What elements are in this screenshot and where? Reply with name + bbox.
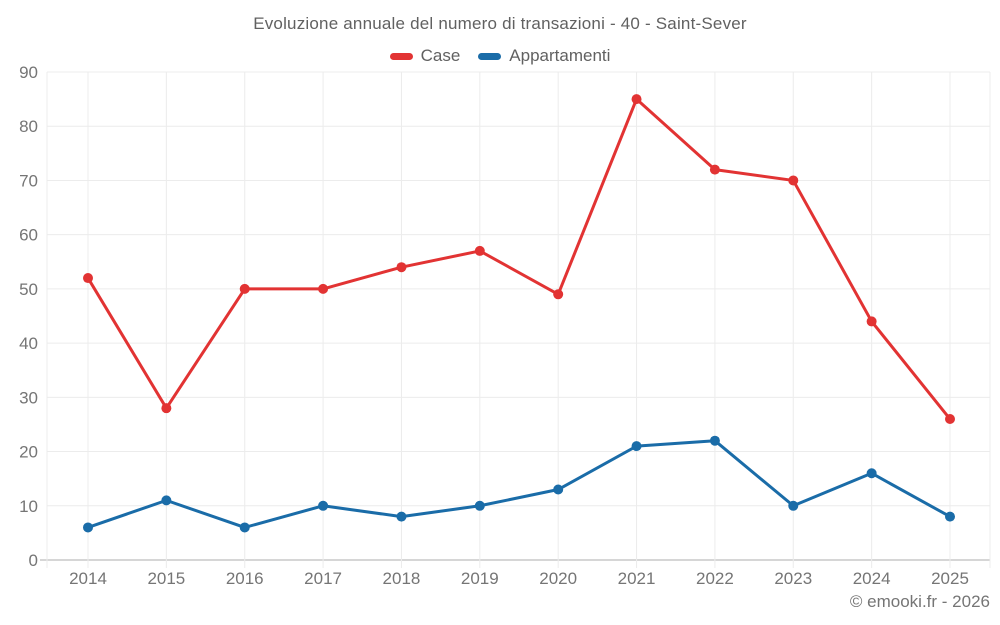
data-point-appartamenti[interactable]: [631, 441, 642, 452]
data-point-appartamenti[interactable]: [866, 468, 877, 479]
credit-text: © emooki.fr - 2026: [849, 592, 990, 611]
series-line-case: [86, 97, 952, 421]
data-point-appartamenti[interactable]: [318, 500, 329, 511]
data-point-appartamenti[interactable]: [396, 511, 407, 522]
legend-label: Appartamenti: [509, 46, 611, 65]
x-tick-label: 2021: [618, 569, 656, 588]
data-point-case[interactable]: [866, 316, 877, 327]
data-point-case[interactable]: [239, 283, 250, 294]
data-point-case[interactable]: [83, 273, 93, 284]
chart-title: Evoluzione annuale del numero di transaz…: [253, 14, 747, 33]
x-tick-label: 2020: [539, 569, 577, 588]
x-tick-label: 2023: [774, 569, 812, 588]
x-tick-label: 2025: [931, 569, 969, 588]
data-point-case[interactable]: [788, 175, 799, 186]
data-point-appartamenti[interactable]: [474, 500, 485, 511]
data-point-appartamenti[interactable]: [788, 500, 799, 511]
y-tick-label: 10: [19, 497, 38, 516]
x-tick-label: 2015: [147, 569, 185, 588]
y-tick-label: 40: [19, 334, 38, 353]
data-point-case[interactable]: [396, 262, 407, 273]
y-tick-label: 80: [19, 117, 38, 136]
y-tick-label: 30: [19, 388, 38, 407]
data-point-case[interactable]: [631, 94, 642, 105]
y-tick-label: 70: [19, 171, 38, 190]
legend-swatch-icon: [389, 52, 413, 60]
legend-label: Case: [420, 46, 461, 65]
x-tick-label: 2014: [69, 569, 107, 588]
legend-item-appartamenti[interactable]: Appartamenti: [478, 46, 610, 66]
data-point-case[interactable]: [945, 414, 955, 425]
data-point-appartamenti[interactable]: [161, 495, 172, 506]
data-point-case[interactable]: [553, 289, 564, 300]
x-tick-label: 2016: [226, 569, 264, 588]
y-tick-label: 90: [19, 63, 38, 82]
legend-item-case[interactable]: Case: [389, 46, 461, 66]
x-tick-label: 2019: [461, 569, 499, 588]
x-tick-label: 2017: [304, 569, 342, 588]
data-point-case[interactable]: [161, 403, 172, 414]
data-point-case[interactable]: [318, 283, 329, 294]
data-point-case[interactable]: [474, 245, 485, 256]
data-point-case[interactable]: [709, 164, 720, 175]
x-tick-label: 2024: [853, 569, 891, 588]
data-point-appartamenti[interactable]: [945, 511, 955, 522]
data-point-appartamenti[interactable]: [83, 522, 93, 533]
y-tick-label: 60: [19, 226, 38, 245]
y-tick-label: 0: [29, 551, 38, 570]
data-point-appartamenti[interactable]: [553, 484, 564, 495]
series-line-appartamenti: [86, 439, 952, 529]
x-tick-label: 2022: [696, 569, 734, 588]
chart-legend: Case Appartamenti: [0, 46, 1000, 66]
data-point-appartamenti[interactable]: [709, 435, 720, 446]
y-tick-label: 20: [19, 443, 38, 462]
y-tick-label: 50: [19, 280, 38, 299]
x-tick-label: 2018: [383, 569, 421, 588]
data-point-appartamenti[interactable]: [239, 522, 250, 533]
legend-swatch-icon: [478, 52, 502, 60]
